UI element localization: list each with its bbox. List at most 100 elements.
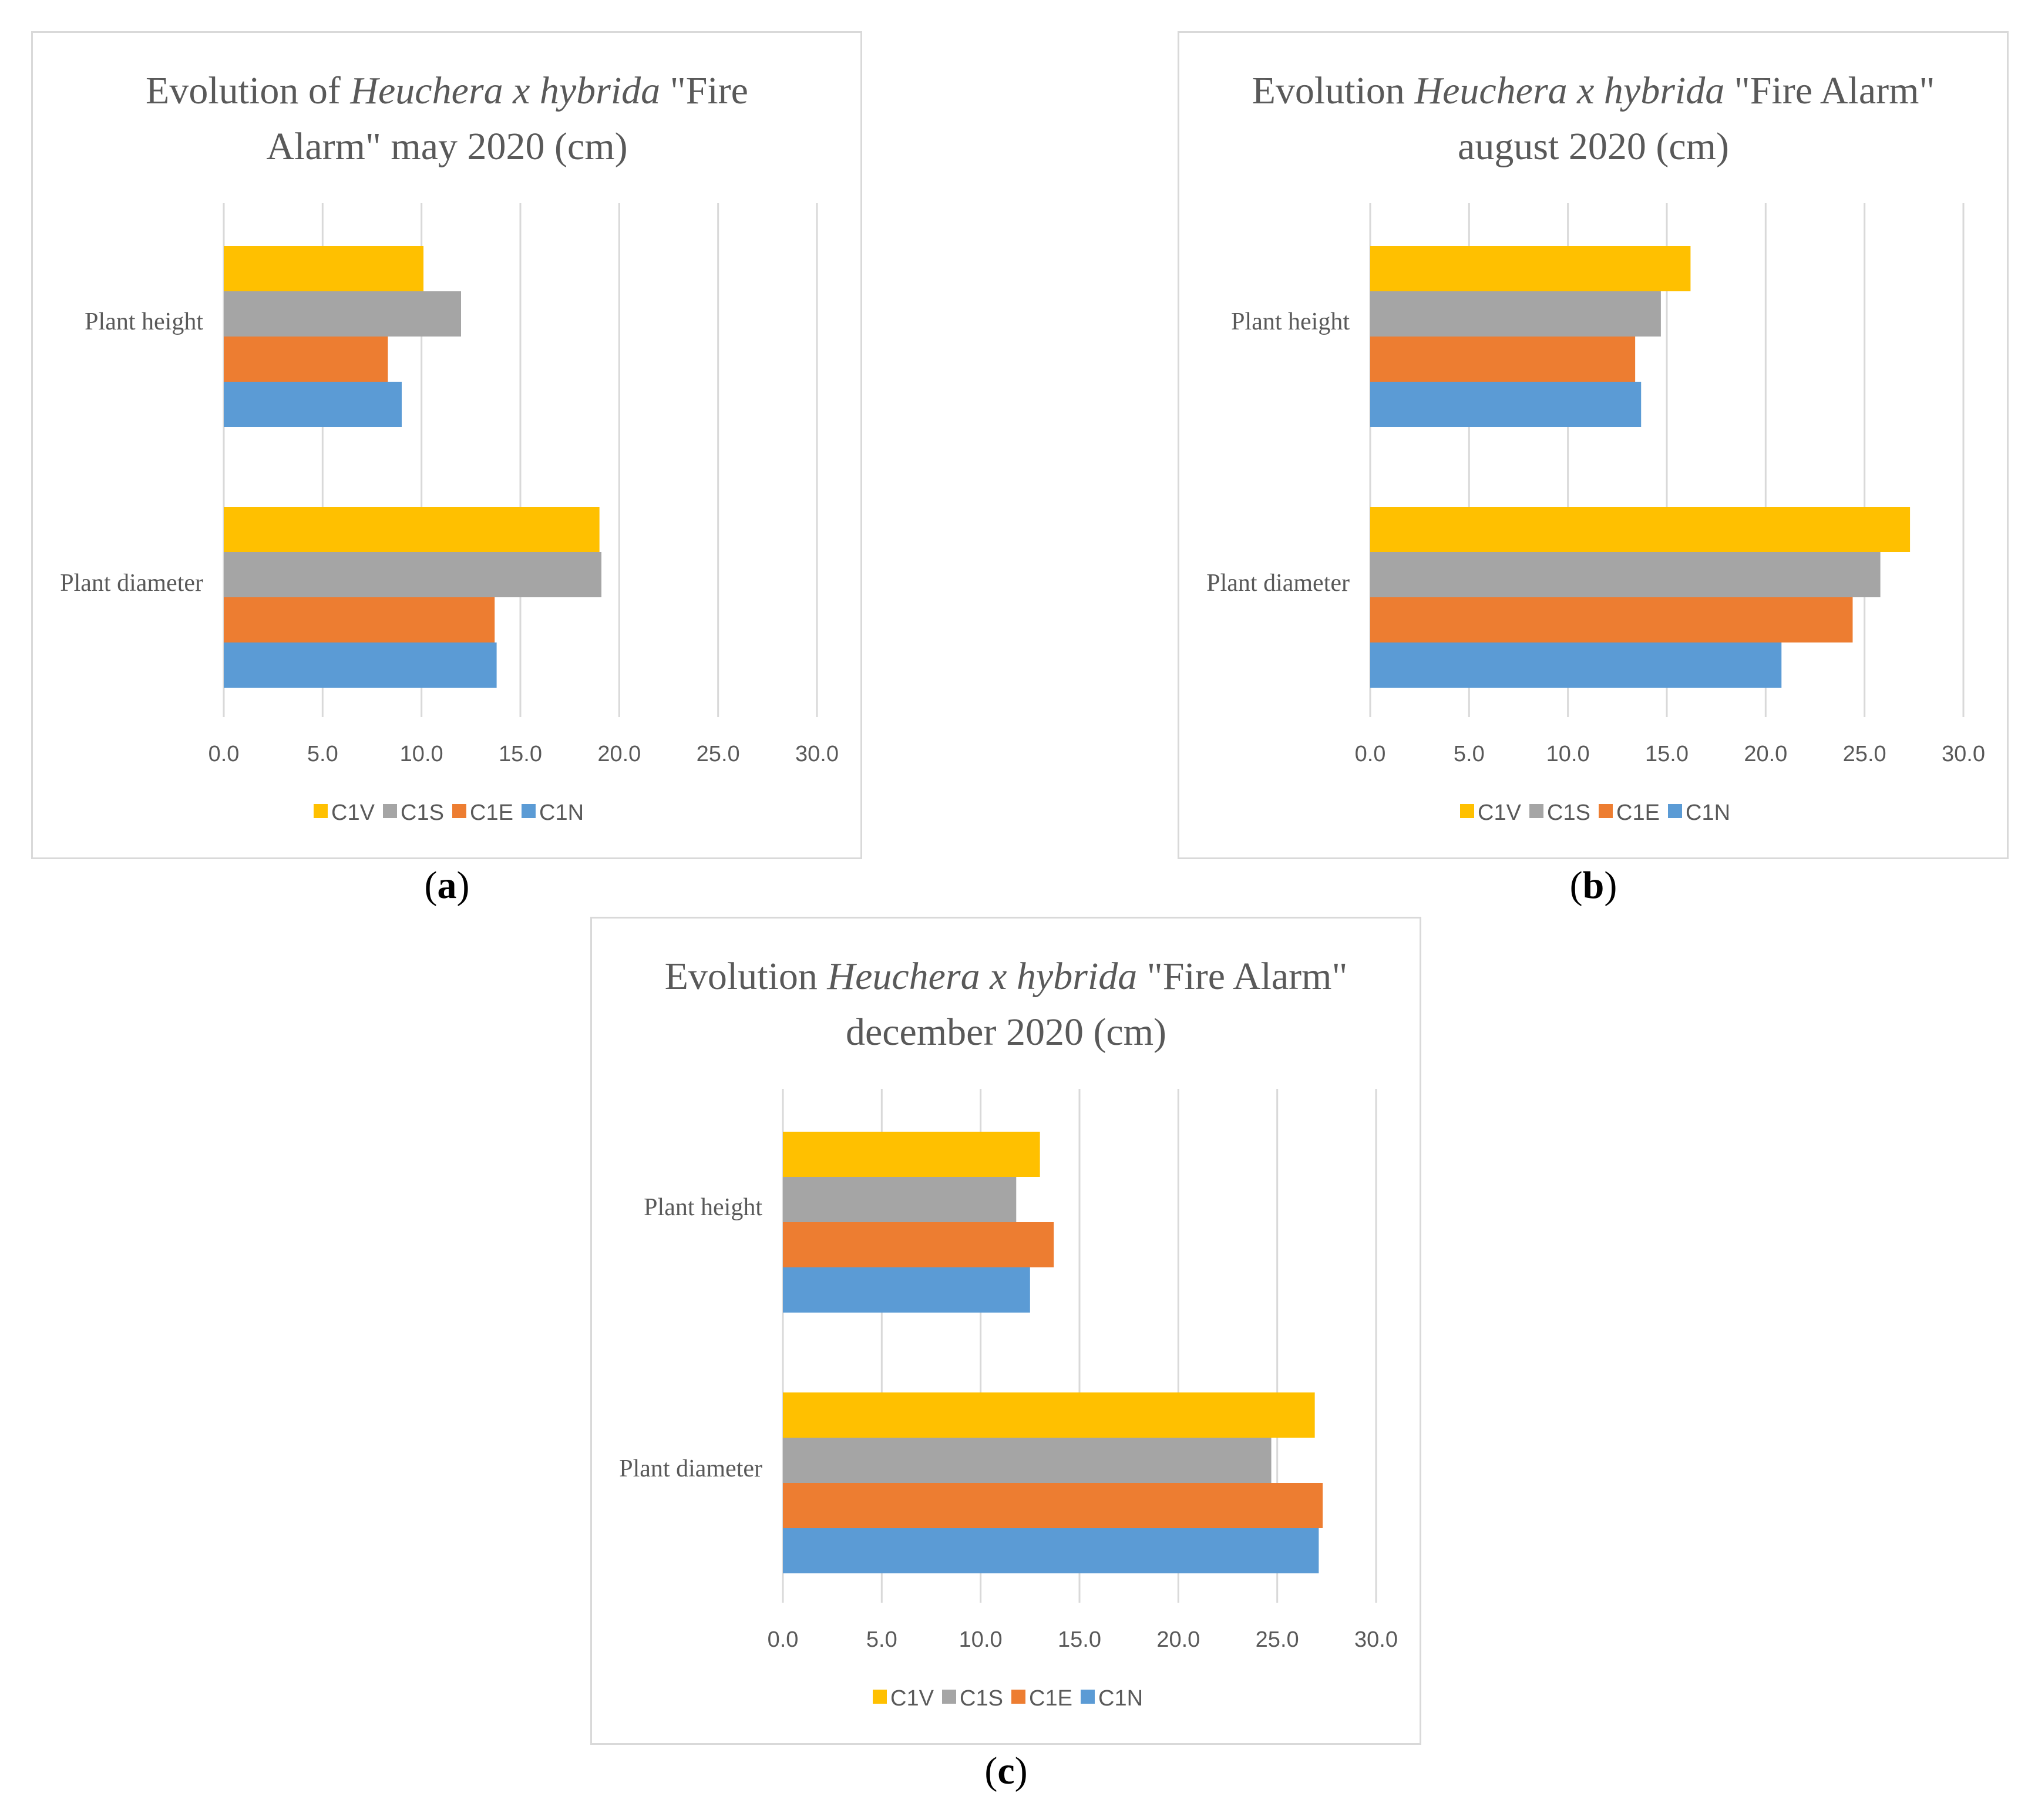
legend: C1V C1S C1E C1N [314, 800, 584, 825]
x-tick-label: 0.0 [208, 742, 240, 766]
category-label: Plant diameter [619, 1455, 762, 1482]
chart-title-part: "Fire Alarm" [1724, 69, 1935, 112]
chart-title-line-2: Alarm" may 2020 (cm) [266, 125, 627, 168]
legend-swatch-c1n [522, 804, 536, 818]
legend-label-c1s: C1S [401, 800, 444, 825]
legend-swatch-c1n [1081, 1690, 1095, 1704]
category-label: Plant diameter [60, 570, 203, 597]
caption-b: (b) [1569, 864, 1617, 907]
legend-label-c1e: C1E [1029, 1686, 1072, 1711]
bar-c1e [224, 597, 495, 642]
legend-label-c1v: C1V [890, 1686, 934, 1711]
x-tick-label: 5.0 [1454, 742, 1485, 766]
legend-swatch-c1e [1011, 1690, 1025, 1704]
bar-c1n [783, 1528, 1319, 1573]
legend-label-c1n: C1N [1686, 800, 1730, 825]
x-tick-label: 25.0 [697, 742, 740, 766]
x-tick-label: 20.0 [1744, 742, 1787, 766]
bar-c1e [783, 1222, 1054, 1267]
bar-c1e [1370, 597, 1853, 642]
caption-letter: b [1582, 864, 1605, 907]
bar-c1e [224, 337, 388, 382]
chart-title-line-2: august 2020 (cm) [1458, 125, 1729, 168]
chart-c-svg: Evolution Heuchera x hybrida "Fire Alarm… [619, 955, 1398, 1711]
chart-title-line-1: Evolution Heuchera x hybrida "Fire Alarm… [1252, 69, 1935, 112]
chart-title-species: Heuchera x hybrida [826, 955, 1137, 998]
legend: C1V C1S C1E C1N [873, 1686, 1143, 1711]
chart-title-line-2: december 2020 (cm) [846, 1011, 1166, 1054]
bar-c1v [1370, 507, 1911, 552]
caption-letter: a [437, 864, 457, 907]
chart-title-part: "Fire Alarm" [1137, 955, 1347, 998]
bar-c1e [783, 1483, 1323, 1528]
x-tick-label: 5.0 [307, 742, 338, 766]
legend-swatch-c1s [383, 804, 397, 818]
bar-c1s [1370, 291, 1661, 337]
chart-b-svg: Evolution Heuchera x hybrida "Fire Alarm… [1206, 69, 1985, 825]
x-tick-label: 25.0 [1256, 1627, 1299, 1652]
chart-title-part: "Fire [660, 69, 748, 112]
legend-label-c1v: C1V [331, 800, 375, 825]
x-tick-label: 10.0 [1546, 742, 1590, 766]
chart-title-species: Heuchera x hybrida [1414, 69, 1724, 112]
bar-c1s [783, 1177, 1017, 1222]
bar-c1s [1370, 552, 1881, 597]
bar-c1s [783, 1438, 1272, 1483]
chart-title-line-1: Evolution Heuchera x hybrida "Fire Alarm… [665, 955, 1348, 998]
legend-swatch-c1v [873, 1690, 887, 1704]
bar-c1s [224, 291, 461, 337]
x-tick-label: 15.0 [1645, 742, 1689, 766]
x-tick-label: 30.0 [795, 742, 839, 766]
x-tick-label: 25.0 [1843, 742, 1886, 766]
caption-letter: c [997, 1750, 1015, 1792]
x-tick-label: 20.0 [1156, 1627, 1200, 1652]
legend-label-c1n: C1N [539, 800, 584, 825]
legend-label-c1v: C1V [1478, 800, 1522, 825]
legend-swatch-c1v [1460, 804, 1474, 818]
legend-swatch-c1v [314, 804, 328, 818]
caption-c: (c) [984, 1750, 1028, 1792]
legend-swatch-c1e [1599, 804, 1613, 818]
category-label: Plant diameter [1206, 570, 1350, 597]
bar-c1n [783, 1267, 1030, 1313]
bar-c1n [1370, 382, 1642, 427]
bar-c1v [224, 507, 600, 552]
x-tick-label: 10.0 [959, 1627, 1003, 1652]
bar-c1v [224, 246, 424, 291]
x-tick-label: 15.0 [1058, 1627, 1101, 1652]
chart-title-line-1: Evolution of Heuchera x hybrida "Fire [146, 69, 748, 112]
caption-a: (a) [424, 864, 470, 907]
x-tick-label: 30.0 [1354, 1627, 1398, 1652]
x-tick-label: 30.0 [1942, 742, 1985, 766]
x-tick-label: 5.0 [866, 1627, 897, 1652]
x-tick-label: 10.0 [400, 742, 443, 766]
x-tick-label: 0.0 [1355, 742, 1386, 766]
x-tick-label: 0.0 [768, 1627, 799, 1652]
legend-label-c1s: C1S [1547, 800, 1590, 825]
chart-title-part: Evolution of [146, 69, 350, 112]
chart-title-part: Evolution [1252, 69, 1415, 112]
chart-a-svg: Evolution of Heuchera x hybrida "Fire Ala… [60, 69, 839, 825]
chart-title-species: Heuchera x hybrida [349, 69, 660, 112]
legend-label-c1n: C1N [1098, 1686, 1143, 1711]
bar-c1s [224, 552, 602, 597]
bar-c1v [783, 1132, 1040, 1177]
chart-panel-a: Evolution of Heuchera x hybrida "Fire Ala… [31, 31, 862, 859]
legend-swatch-c1s [942, 1690, 956, 1704]
legend-swatch-c1n [1668, 804, 1682, 818]
legend-swatch-c1s [1529, 804, 1543, 818]
legend: C1V C1S C1E C1N [1460, 800, 1730, 825]
chart-panel-b: Evolution Heuchera x hybrida "Fire Alarm… [1178, 31, 2009, 859]
legend-label-c1e: C1E [1616, 800, 1660, 825]
bar-c1n [1370, 642, 1782, 688]
bar-c1n [224, 382, 402, 427]
chart-panel-c: Evolution Heuchera x hybrida "Fire Alarm… [590, 917, 1421, 1745]
category-label: Plant height [644, 1194, 762, 1221]
bar-c1v [1370, 246, 1691, 291]
bar-c1e [1370, 337, 1636, 382]
legend-label-c1s: C1S [960, 1686, 1003, 1711]
legend-swatch-c1e [452, 804, 466, 818]
x-tick-label: 20.0 [597, 742, 641, 766]
chart-title-part: Evolution [665, 955, 828, 998]
legend-label-c1e: C1E [470, 800, 513, 825]
